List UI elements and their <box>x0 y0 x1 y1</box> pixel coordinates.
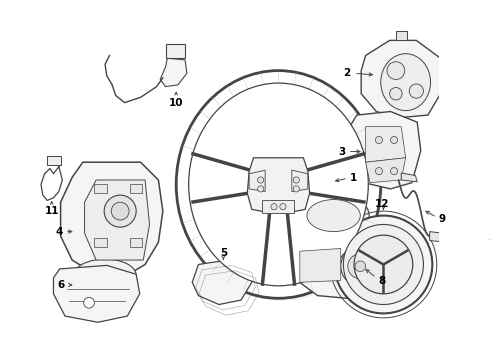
Circle shape <box>335 216 432 314</box>
Circle shape <box>348 254 373 279</box>
Circle shape <box>84 297 95 308</box>
Circle shape <box>111 202 129 220</box>
Circle shape <box>354 235 413 294</box>
Ellipse shape <box>176 71 381 298</box>
Text: 5: 5 <box>220 248 227 258</box>
Circle shape <box>293 177 299 183</box>
Polygon shape <box>396 31 407 40</box>
Polygon shape <box>366 127 406 162</box>
Text: 9: 9 <box>439 214 446 224</box>
Text: 11: 11 <box>45 206 59 216</box>
Text: 8: 8 <box>378 276 385 287</box>
Circle shape <box>104 195 136 227</box>
Polygon shape <box>160 58 187 87</box>
Polygon shape <box>247 158 310 213</box>
Polygon shape <box>292 170 308 192</box>
Text: 10: 10 <box>169 98 183 108</box>
Circle shape <box>355 261 366 271</box>
Circle shape <box>375 167 383 175</box>
Polygon shape <box>263 201 294 213</box>
Text: 1: 1 <box>349 173 357 183</box>
Circle shape <box>258 186 264 192</box>
Polygon shape <box>53 265 140 322</box>
Polygon shape <box>346 112 421 189</box>
Polygon shape <box>300 248 341 282</box>
Circle shape <box>391 167 398 175</box>
Polygon shape <box>130 238 143 247</box>
Polygon shape <box>366 158 406 183</box>
Text: 7: 7 <box>488 239 490 249</box>
Polygon shape <box>361 40 442 118</box>
Text: 12: 12 <box>374 199 389 209</box>
Polygon shape <box>61 162 163 275</box>
Text: 4: 4 <box>55 226 63 237</box>
Ellipse shape <box>179 73 383 301</box>
Polygon shape <box>95 184 107 193</box>
Circle shape <box>387 62 405 80</box>
Circle shape <box>293 186 299 192</box>
Polygon shape <box>85 180 149 260</box>
Polygon shape <box>192 260 252 305</box>
Ellipse shape <box>189 83 368 286</box>
Circle shape <box>390 87 402 100</box>
Polygon shape <box>47 156 61 165</box>
Polygon shape <box>95 238 107 247</box>
Polygon shape <box>401 173 417 182</box>
Polygon shape <box>430 231 446 242</box>
Circle shape <box>280 203 286 210</box>
Ellipse shape <box>381 54 431 111</box>
Ellipse shape <box>298 193 369 238</box>
Text: 3: 3 <box>338 147 345 157</box>
Circle shape <box>341 247 380 286</box>
Polygon shape <box>249 170 265 192</box>
Circle shape <box>258 177 264 183</box>
Circle shape <box>343 225 423 305</box>
Circle shape <box>375 136 383 144</box>
Circle shape <box>271 203 277 210</box>
Text: 2: 2 <box>343 68 350 78</box>
Ellipse shape <box>74 259 136 291</box>
Polygon shape <box>289 236 376 298</box>
Polygon shape <box>166 44 185 58</box>
Polygon shape <box>130 184 143 193</box>
Circle shape <box>391 136 398 144</box>
Ellipse shape <box>307 199 360 231</box>
Text: 6: 6 <box>57 280 64 290</box>
Circle shape <box>409 84 423 98</box>
